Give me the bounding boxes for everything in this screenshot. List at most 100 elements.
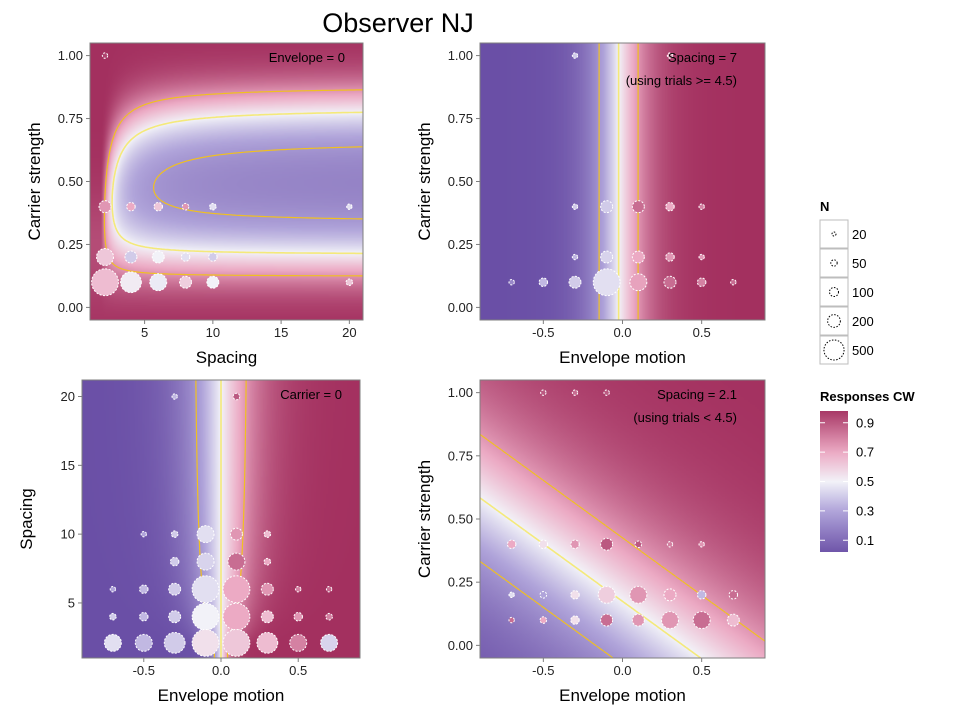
data-point — [191, 602, 220, 631]
contour-lines — [195, 380, 247, 658]
data-point — [168, 610, 182, 624]
data-point — [109, 586, 117, 593]
y-axis-label: Carrier strength — [415, 122, 434, 240]
data-point — [508, 616, 515, 624]
x-tick-label: 5 — [141, 325, 148, 340]
y-tick-label: 10 — [61, 527, 75, 542]
data-point — [696, 277, 707, 287]
x-tick-label: 0.0 — [613, 663, 631, 678]
data-point — [169, 556, 180, 567]
heatmap-surface — [480, 43, 765, 320]
data-point — [568, 275, 582, 289]
x-tick-label: 0.5 — [693, 663, 711, 678]
data-point — [631, 250, 645, 264]
y-tick-label: 0.00 — [58, 300, 83, 315]
x-tick-label: 20 — [342, 325, 356, 340]
data-point — [666, 52, 674, 59]
data-point — [96, 248, 115, 267]
data-point — [600, 613, 614, 627]
legend-n-circle — [830, 259, 838, 267]
panel-annotation: Carrier = 0 — [280, 387, 342, 402]
y-tick-label: 0.75 — [448, 111, 473, 126]
data-point — [120, 271, 142, 294]
y-tick-label: 0.00 — [448, 300, 473, 315]
data-point — [634, 540, 643, 549]
x-axis-label: Envelope motion — [158, 686, 285, 705]
data-point — [663, 588, 677, 602]
y-tick-label: 0.25 — [448, 237, 473, 252]
data-point — [592, 268, 621, 297]
data-point — [346, 203, 353, 210]
data-point — [508, 279, 515, 286]
legend-n-circle — [823, 339, 845, 361]
data-point — [206, 275, 220, 289]
data-point — [289, 633, 308, 652]
legend-color-label: 0.1 — [856, 533, 874, 548]
x-tick-label: 15 — [274, 325, 288, 340]
data-points — [91, 52, 354, 297]
data-point — [293, 611, 303, 622]
data-point — [171, 393, 178, 400]
data-point — [126, 201, 136, 212]
data-point — [629, 585, 648, 604]
data-point — [181, 202, 190, 211]
y-tick-label: 0.75 — [448, 448, 473, 463]
data-point — [696, 590, 707, 600]
data-point — [665, 252, 675, 262]
data-point — [209, 202, 217, 211]
data-point — [665, 201, 675, 212]
x-tick-label: 0.0 — [212, 663, 230, 678]
panel-annotation: Spacing = 2.1 — [657, 387, 737, 402]
data-point — [196, 552, 215, 571]
data-point — [663, 275, 677, 289]
data-point — [600, 537, 614, 551]
contour-lines — [103, 89, 364, 277]
data-point — [196, 525, 215, 544]
data-points — [506, 389, 740, 630]
y-tick-label: 15 — [61, 458, 75, 473]
panel-top-right: Spacing = 7(using trials >= 4.5)-0.5 0.0 0… — [415, 42, 766, 367]
data-point — [153, 201, 163, 212]
panel-annotation: Spacing = 7 — [668, 50, 737, 65]
x-tick-label: 10 — [206, 325, 220, 340]
contour-0.25 — [153, 146, 363, 220]
data-point — [540, 389, 547, 396]
panel-annotation: Envelope = 0 — [269, 50, 345, 65]
data-point — [571, 253, 579, 261]
data-point — [222, 575, 251, 604]
data-point — [91, 268, 119, 297]
data-point — [730, 279, 737, 286]
data-point — [229, 527, 243, 541]
data-point — [631, 200, 645, 214]
data-point — [222, 602, 251, 631]
panel-top-left: Envelope = 0 5 10 15 20 0.00 0.25 0.50 0.75 1.00 S… — [25, 42, 364, 367]
data-point — [345, 278, 354, 287]
y-tick-label: 0.00 — [448, 638, 473, 653]
y-axis-label: Carrier strength — [25, 122, 44, 240]
x-tick-label: 0.0 — [613, 325, 631, 340]
data-point — [151, 250, 165, 264]
data-point — [98, 200, 112, 214]
data-point — [726, 613, 740, 627]
heatmap-surface — [480, 380, 765, 658]
legend-n-circle — [827, 314, 841, 328]
y-tick-label: 5 — [68, 595, 75, 610]
x-tick-label: -0.5 — [133, 663, 155, 678]
data-point — [661, 611, 679, 630]
legend-n-title: N — [820, 199, 829, 214]
data-point — [295, 586, 302, 593]
y-tick-label: 0.25 — [58, 237, 83, 252]
legend-color-label: 0.5 — [856, 474, 874, 489]
legend-n-label: 100 — [852, 285, 874, 300]
y-tick-label: 1.00 — [448, 385, 473, 400]
legend-n-key — [819, 248, 849, 278]
data-point — [139, 611, 149, 622]
data-point — [698, 203, 705, 210]
panel-bottom-right: Spacing = 2.1 (using trials < 4.5) -0.5 0.0… — [415, 379, 766, 705]
contour-lines — [598, 43, 639, 320]
legend-color-label: 0.7 — [856, 445, 874, 460]
data-point — [570, 539, 580, 550]
data-point — [232, 392, 241, 401]
data-point — [506, 539, 517, 550]
x-axis-label: Envelope motion — [559, 686, 686, 705]
